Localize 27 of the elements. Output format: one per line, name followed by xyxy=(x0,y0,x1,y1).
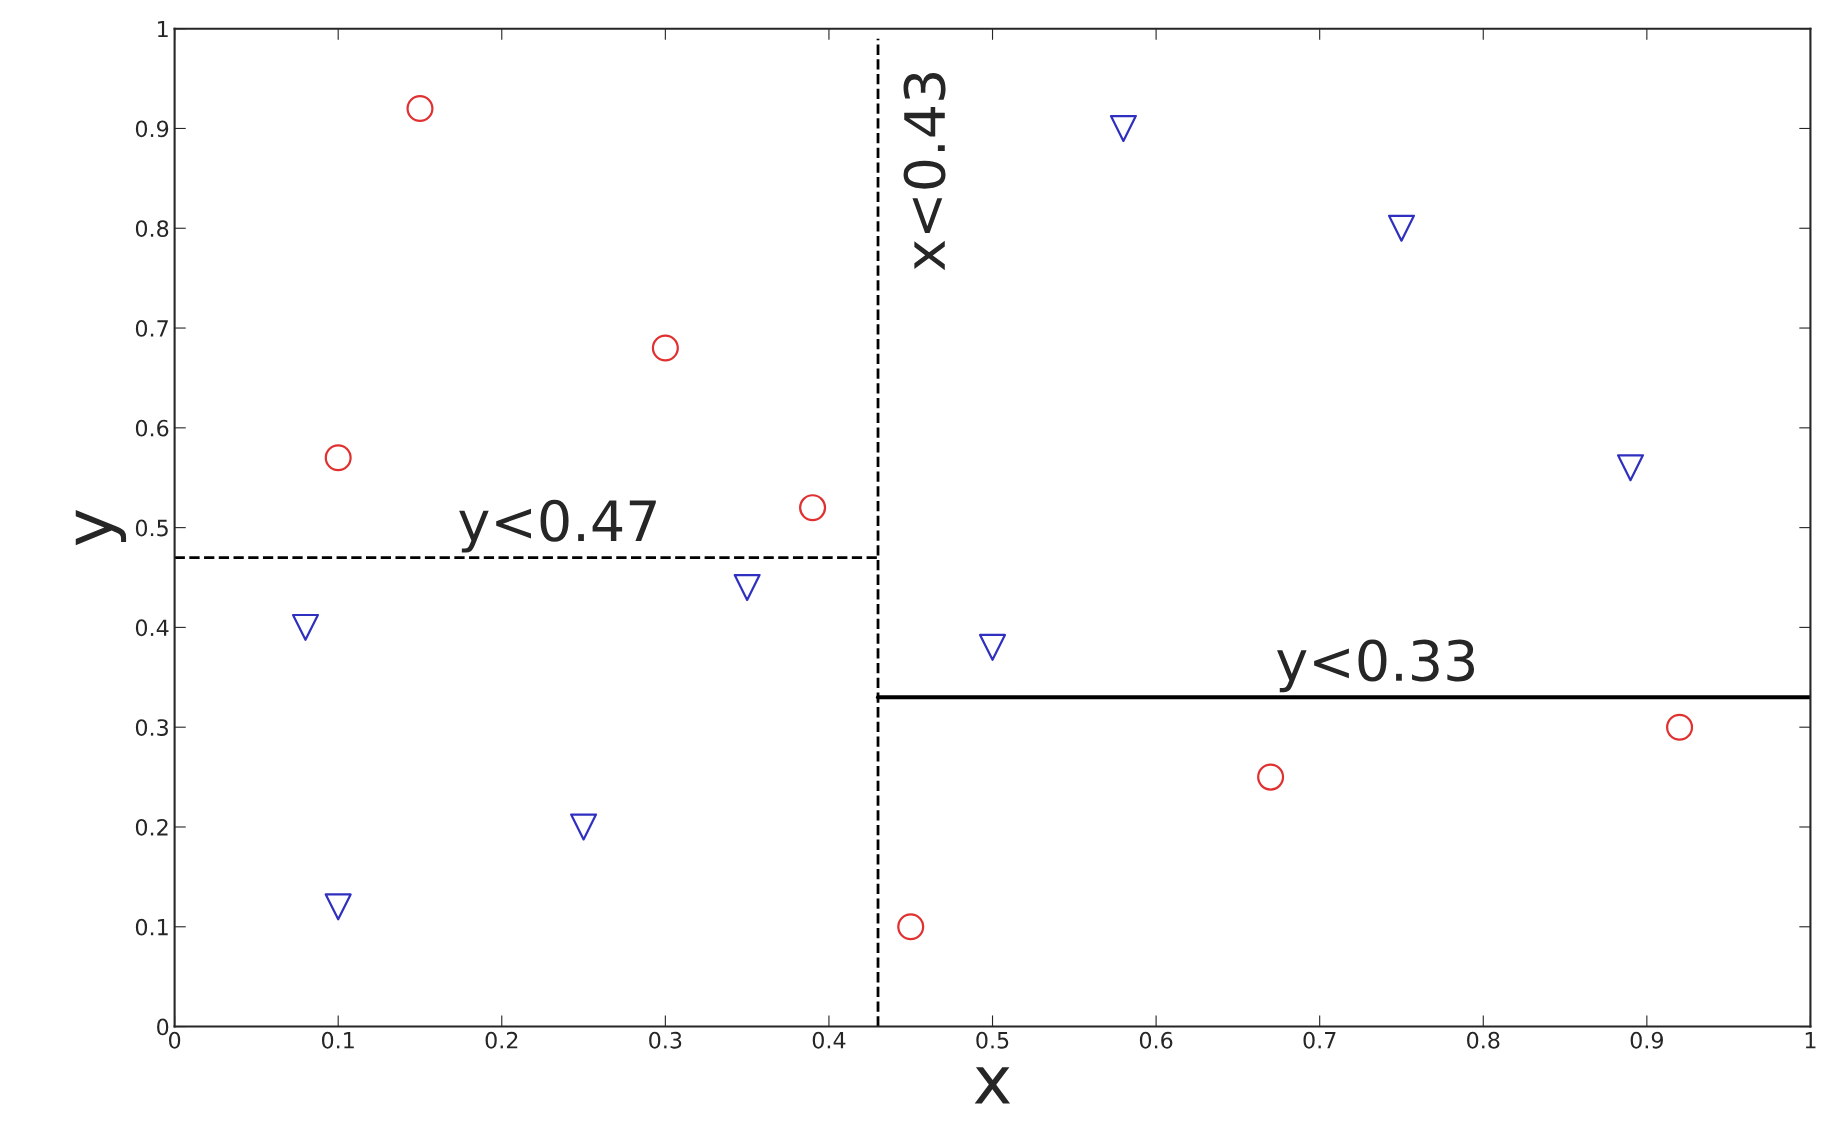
y-tick-label: 0 xyxy=(157,1018,169,1036)
y-tick-label: 0.8 xyxy=(135,220,169,238)
text: x<0.43 xyxy=(903,73,946,271)
y-tick-label: 0.1 xyxy=(135,918,168,936)
y-tick-label: 0.3 xyxy=(135,719,168,736)
y-tick-label: 0.7 xyxy=(135,319,168,337)
x-axis-title: x xyxy=(974,1067,1011,1104)
series-label: y<0.47 xyxy=(459,499,656,553)
x-tick-label: 0.6 xyxy=(1139,1031,1173,1049)
x-tick-label: 0.7 xyxy=(1303,1031,1336,1049)
x-tick-label: 0.5 xyxy=(976,1031,1009,1049)
y-tick-label: 0.2 xyxy=(135,818,168,836)
y-tick-label: 0.4 xyxy=(135,619,169,637)
x-tick-label: 1 xyxy=(1805,1032,1816,1049)
y-axis-title: y xyxy=(75,509,127,546)
series-label: y<0.33 xyxy=(1277,639,1475,693)
y-tick-label: 0.9 xyxy=(135,120,169,138)
x-tick-label: 0.8 xyxy=(1467,1031,1500,1049)
x-tick-label: 0.4 xyxy=(812,1031,846,1049)
y-tick-label: 0.5 xyxy=(135,519,168,537)
x-tick-label: 0.3 xyxy=(649,1031,682,1049)
y-tick-label: 1 xyxy=(158,20,168,38)
x-tick-label: 0.9 xyxy=(1630,1031,1663,1049)
x-tick-label: 0.2 xyxy=(485,1031,518,1049)
x-tick-label: 0.1 xyxy=(321,1031,354,1049)
y-tick-label: 0.6 xyxy=(135,419,169,437)
x-tick-label: 0 xyxy=(169,1031,181,1049)
